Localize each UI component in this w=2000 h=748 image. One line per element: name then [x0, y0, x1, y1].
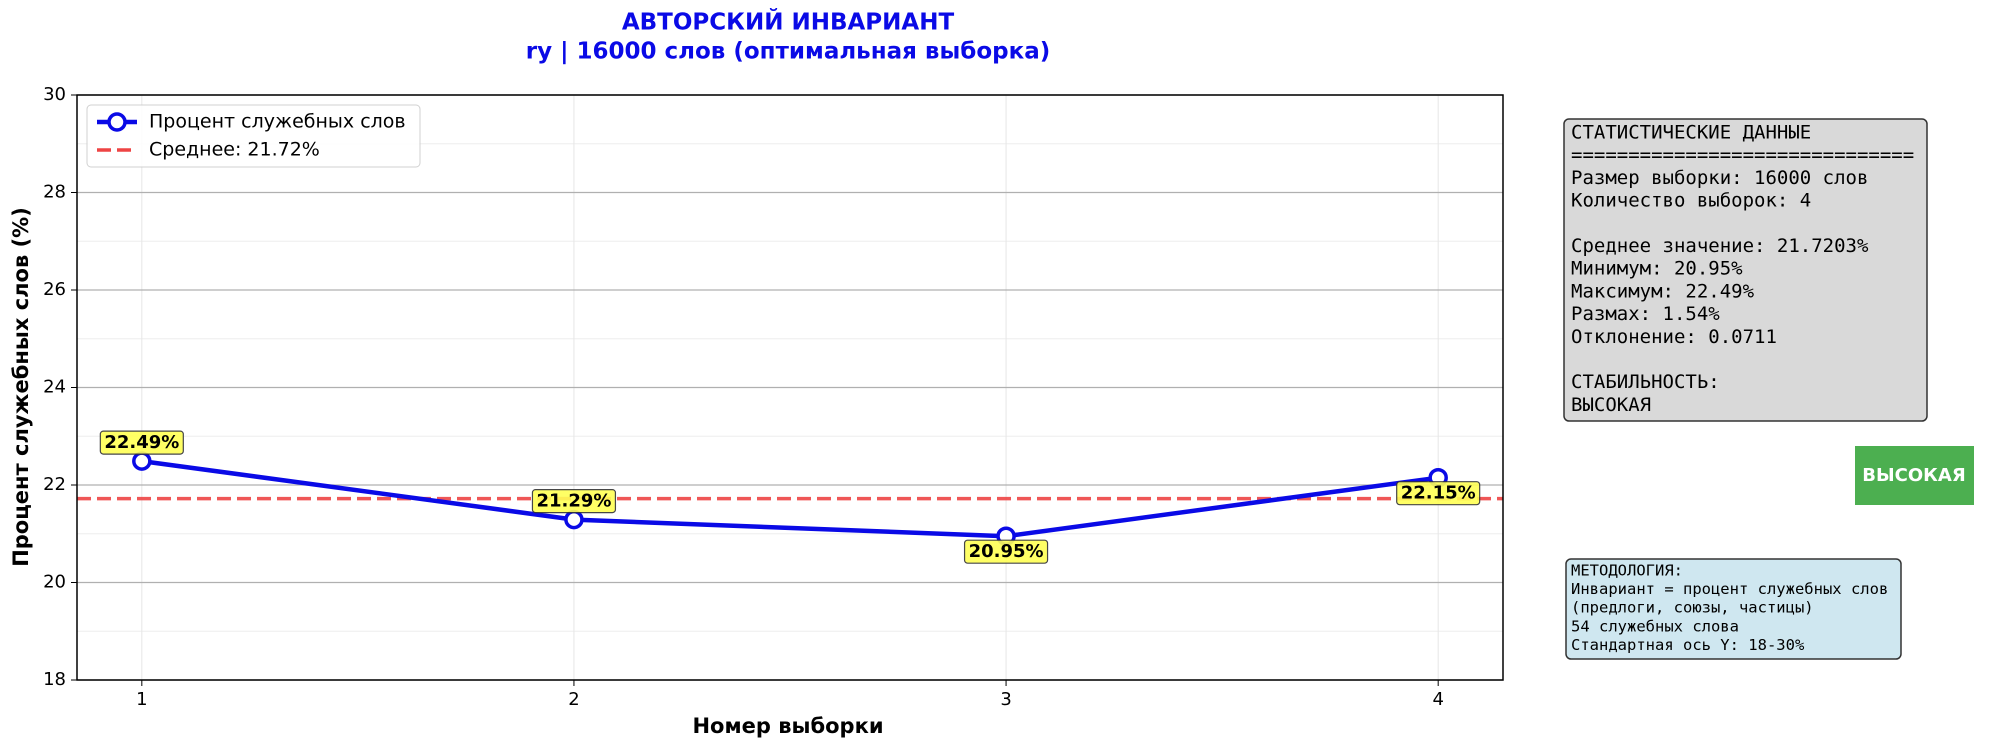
methodology-line: Стандартная ось Y: 18-30% — [1571, 636, 1805, 654]
legend-box — [86, 104, 421, 168]
methodology-line: МЕТОДОЛОГИЯ: — [1571, 562, 1683, 580]
stats-line: Максимум: 22.49% — [1571, 280, 1755, 302]
data-label-text: 22.49% — [104, 432, 179, 453]
y-axis-label: Процент служебных слов (%) — [9, 207, 33, 567]
stats-line: Отклонение: 0.0711 — [1571, 326, 1777, 348]
stats-line: Количество выборок: 4 — [1571, 190, 1811, 212]
legend-label: Среднее: 21.72% — [149, 139, 320, 161]
data-line — [141, 458, 1439, 539]
x-tick-label: 4 — [1432, 689, 1443, 710]
x-tick-label: 2 — [568, 689, 579, 710]
methodology-line: Инвариант = процент служебных слов — [1571, 580, 1888, 598]
y-tick-label: 30 — [43, 84, 66, 105]
stats-line: СТАТИСТИЧЕСКИЕ ДАННЫЕ — [1571, 122, 1811, 144]
y-tick-label: 26 — [43, 279, 66, 300]
stats-line: Размах: 1.54% — [1571, 303, 1720, 325]
y-tick-label: 24 — [43, 377, 66, 398]
stability-badge — [1855, 446, 1974, 505]
data-label-text: 21.29% — [536, 491, 611, 512]
data-label: 20.95% — [963, 539, 1049, 564]
data-label-box — [1396, 481, 1481, 506]
stats-box — [1563, 118, 1928, 422]
chart-title: АВТОРСКИЙ ИНВАРИАНТ — [622, 8, 955, 36]
data-label-text: 22.15% — [1401, 483, 1476, 504]
stats-line: ВЫСОКАЯ — [1571, 394, 1651, 416]
x-tick-label: 1 — [136, 689, 147, 710]
stats-line: ============================== — [1571, 144, 1914, 166]
data-label: 21.29% — [531, 489, 617, 514]
y-tick-label: 18 — [43, 669, 66, 690]
plot-frame — [76, 94, 1504, 681]
data-label-box — [531, 489, 617, 514]
x-axis-label: Номер выборки — [692, 714, 883, 738]
data-label-text: 20.95% — [969, 541, 1044, 562]
data-label: 22.15% — [1396, 481, 1481, 506]
stats-line: СТАБИЛЬНОСТЬ: — [1571, 371, 1720, 393]
methodology-line: (предлоги, союзы, частицы) — [1571, 599, 1814, 617]
y-tick-label: 22 — [43, 474, 66, 495]
stability-badge-text: ВЫСОКАЯ — [1862, 465, 1965, 486]
legend-marker — [107, 112, 127, 132]
stats-line: Среднее значение: 21.7203% — [1571, 235, 1869, 257]
data-label-box — [99, 430, 184, 455]
chart-subtitle: ry | 16000 слов (оптимальная выборка) — [526, 39, 1051, 65]
legend-label: Процент служебных слов — [149, 111, 406, 133]
y-tick-label: 28 — [43, 182, 66, 203]
y-tick-label: 20 — [43, 572, 66, 593]
methodology-line: 54 служебных слова — [1571, 617, 1739, 635]
methodology-box — [1565, 558, 1902, 660]
data-point — [132, 451, 152, 471]
data-label-box — [963, 539, 1049, 564]
stats-line: Минимум: 20.95% — [1571, 258, 1743, 280]
stats-line: Размер выборки: 16000 слов — [1571, 167, 1868, 189]
data-point — [564, 509, 584, 530]
data-label: 22.49% — [99, 430, 184, 455]
x-tick-label: 3 — [1000, 689, 1011, 710]
